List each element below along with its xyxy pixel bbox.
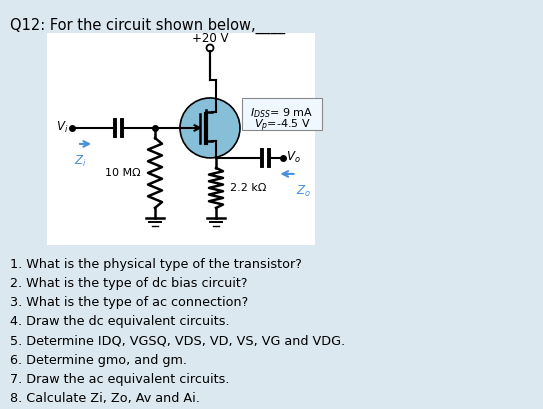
Text: Q12: For the circuit shown below,____: Q12: For the circuit shown below,____: [10, 18, 285, 34]
Text: 7. Draw the ac equivalent circuits.: 7. Draw the ac equivalent circuits.: [10, 373, 230, 386]
Text: 10 MΩ: 10 MΩ: [105, 168, 141, 178]
Text: 3. What is the type of ac connection?: 3. What is the type of ac connection?: [10, 296, 248, 309]
Text: +20 V: +20 V: [192, 32, 228, 45]
Text: $I_{DSS}$= 9 mA: $I_{DSS}$= 9 mA: [250, 106, 314, 120]
Text: 4. Draw the dc equivalent circuits.: 4. Draw the dc equivalent circuits.: [10, 315, 230, 328]
Text: 2. What is the type of dc bias circuit?: 2. What is the type of dc bias circuit?: [10, 277, 248, 290]
Circle shape: [180, 98, 240, 158]
Text: 1. What is the physical type of the transistor?: 1. What is the physical type of the tran…: [10, 258, 302, 271]
Bar: [47, 33, 315, 245]
Text: 2.2 kΩ: 2.2 kΩ: [230, 183, 267, 193]
Text: $V_p$=-4.5 V: $V_p$=-4.5 V: [254, 118, 311, 134]
Text: $Z_o$: $Z_o$: [296, 184, 312, 199]
Text: 8. Calculate Zi, Zo, Av and Ai.: 8. Calculate Zi, Zo, Av and Ai.: [10, 392, 200, 405]
Text: 6. Determine gmo, and gm.: 6. Determine gmo, and gm.: [10, 354, 187, 367]
Bar: [242, 98, 322, 130]
Text: $V_o$: $V_o$: [287, 151, 301, 166]
Text: 5. Determine IDQ, VGSQ, VDS, VD, VS, VG and VDG.: 5. Determine IDQ, VGSQ, VDS, VD, VS, VG …: [10, 335, 345, 348]
Text: $Z_i$: $Z_i$: [74, 154, 86, 169]
Text: $V_i$: $V_i$: [56, 120, 68, 135]
